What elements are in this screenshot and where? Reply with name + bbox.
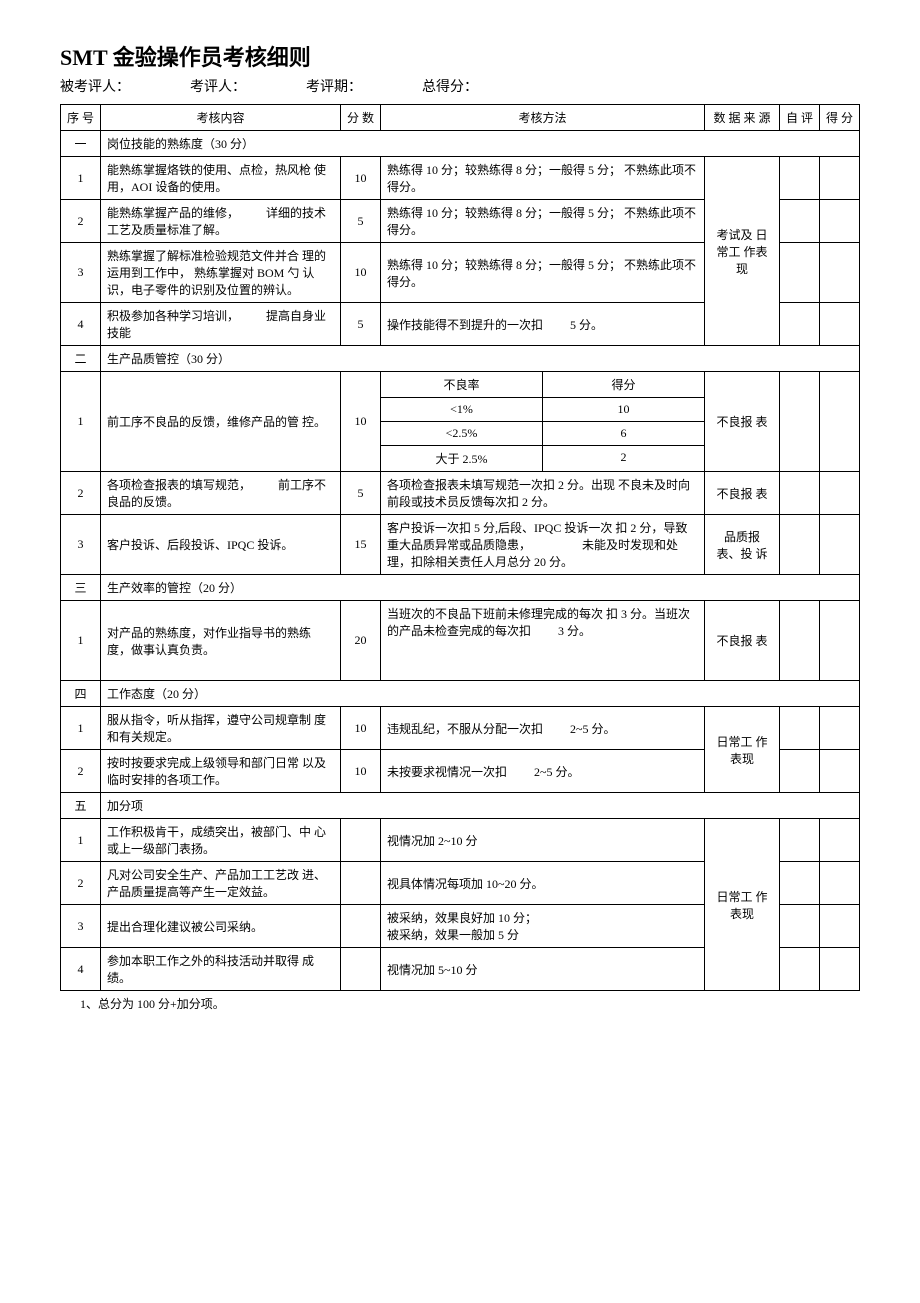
cell: 能熟练掌握烙铁的使用、点检，热风枪 使用，AOI 设备的使用。	[101, 157, 341, 200]
cell: 10	[341, 707, 381, 750]
cell: 能熟练掌握产品的维修， 详细的技术工艺及质量标准了解。	[101, 200, 341, 243]
cell: 1	[61, 372, 101, 472]
cell: 3	[61, 905, 101, 948]
cell: 10	[341, 372, 381, 472]
cell: 20	[341, 601, 381, 681]
cell: 10	[341, 750, 381, 793]
assessment-table: 序 号 考核内容 分 数 考核方法 数 据 来 源 自 评 得 分 一 岗位技能…	[60, 104, 860, 991]
s3-title: 生产效率的管控（20 分）	[101, 575, 860, 601]
cell: 熟练得 10 分；较熟练得 8 分；一般得 5 分； 不熟练此项不得分。	[381, 157, 705, 200]
cell: 视具体情况每项加 10~20 分。	[381, 862, 705, 905]
cell: 不良报 表	[705, 601, 780, 681]
s5-title: 加分项	[101, 793, 860, 819]
s1-title: 岗位技能的熟练度（30 分）	[101, 131, 860, 157]
cell: 3	[61, 243, 101, 303]
cell: 2	[61, 200, 101, 243]
cell: 工作积极肯干，成绩突出，被部门、中 心或上一级部门表扬。	[101, 819, 341, 862]
cell: 5	[341, 472, 381, 515]
s4-source: 日常工 作表现	[705, 707, 780, 793]
cell: 5	[341, 303, 381, 346]
cell: 客户投诉、后段投诉、IPQC 投诉。	[101, 515, 341, 575]
cell: 4	[61, 303, 101, 346]
rate-table: 不良率得分 <1%10 <2.5%6 大于 2.5%2	[381, 372, 705, 472]
cell: 视情况加 2~10 分	[381, 819, 705, 862]
evaluee-label: 被考评人：	[60, 76, 130, 96]
col-content: 考核内容	[101, 105, 341, 131]
cell: 1	[61, 707, 101, 750]
cell: 凡对公司安全生产、产品加工工艺改 进、产品质量提高等产生一定效益。	[101, 862, 341, 905]
cell: 违规乱纪，不服从分配一次扣 2~5 分。	[381, 707, 705, 750]
cell: 各项检查报表未填写规范一次扣 2 分。出现 不良未及时向前段或技术员反馈每次扣 …	[381, 472, 705, 515]
s2-title: 生产品质管控（30 分）	[101, 346, 860, 372]
col-source: 数 据 来 源	[705, 105, 780, 131]
col-seq: 序 号	[61, 105, 101, 131]
cell: 2	[61, 862, 101, 905]
cell: 4	[61, 948, 101, 991]
cell: 被采纳，效果良好加 10 分； 被采纳，效果一般加 5 分	[381, 905, 705, 948]
cell: 操作技能得不到提升的一次扣 5 分。	[381, 303, 705, 346]
footnote: 1、总分为 100 分+加分项。	[60, 995, 860, 1012]
cell: 按时按要求完成上级领导和部门日常 以及临时安排的各项工作。	[101, 750, 341, 793]
s2-label: 二	[61, 346, 101, 372]
cell: 客户投诉一次扣 5 分,后段、IPQC 投诉一次 扣 2 分，导致重大品质异常或…	[381, 515, 705, 575]
cell: 1	[61, 601, 101, 681]
col-method: 考核方法	[381, 105, 705, 131]
cell: 熟练掌握了解标准检验规范文件并合 理的运用到工作中， 熟练掌握对 BOM 勺 认…	[101, 243, 341, 303]
cell: 3	[61, 515, 101, 575]
cell: 10	[341, 157, 381, 200]
cell: 5	[341, 200, 381, 243]
cell: 熟练得 10 分；较熟练得 8 分；一般得 5 分； 不熟练此项不得分。	[381, 200, 705, 243]
page-title: SMT 金验操作员考核细则	[60, 40, 860, 72]
s4-title: 工作态度（20 分）	[101, 681, 860, 707]
cell: 视情况加 5~10 分	[381, 948, 705, 991]
evaluator-label: 考评人：	[190, 76, 246, 96]
cell: 品质报 表、投 诉	[705, 515, 780, 575]
cell: 积极参加各种学习培训， 提高自身业技能	[101, 303, 341, 346]
cell: 当班次的不良品下班前未修理完成的每次 扣 3 分。当班次的产品未检查完成的每次扣…	[381, 601, 705, 681]
col-score: 分 数	[341, 105, 381, 131]
cell: 各项检查报表的填写规范， 前工序不良品的反馈。	[101, 472, 341, 515]
cell: 熟练得 10 分；较熟练得 8 分；一般得 5 分； 不熟练此项不得分。	[381, 243, 705, 303]
cell: 1	[61, 819, 101, 862]
col-final: 得 分	[820, 105, 860, 131]
cell: 2	[61, 472, 101, 515]
header-info: 被考评人： 考评人： 考评期： 总得分：	[60, 76, 860, 96]
s5-label: 五	[61, 793, 101, 819]
s3-label: 三	[61, 575, 101, 601]
s5-source: 日常工 作表现	[705, 819, 780, 991]
cell: 前工序不良品的反馈，维修产品的管 控。	[101, 372, 341, 472]
col-self: 自 评	[780, 105, 820, 131]
cell: 不良报 表	[705, 372, 780, 472]
cell: 参加本职工作之外的科技活动并取得 成绩。	[101, 948, 341, 991]
cell: 对产品的熟练度，对作业指导书的熟练 度，做事认真负责。	[101, 601, 341, 681]
period-label: 考评期：	[306, 76, 362, 96]
cell: 提出合理化建议被公司采纳。	[101, 905, 341, 948]
cell: 不良报 表	[705, 472, 780, 515]
s1-label: 一	[61, 131, 101, 157]
cell: 服从指令，听从指挥，遵守公司规章制 度和有关规定。	[101, 707, 341, 750]
cell: 15	[341, 515, 381, 575]
s4-label: 四	[61, 681, 101, 707]
cell: 10	[341, 243, 381, 303]
cell: 2	[61, 750, 101, 793]
total-label: 总得分：	[422, 76, 478, 96]
s1-source: 考试及 日常工 作表现	[705, 157, 780, 346]
cell: 1	[61, 157, 101, 200]
cell: 未按要求视情况一次扣 2~5 分。	[381, 750, 705, 793]
